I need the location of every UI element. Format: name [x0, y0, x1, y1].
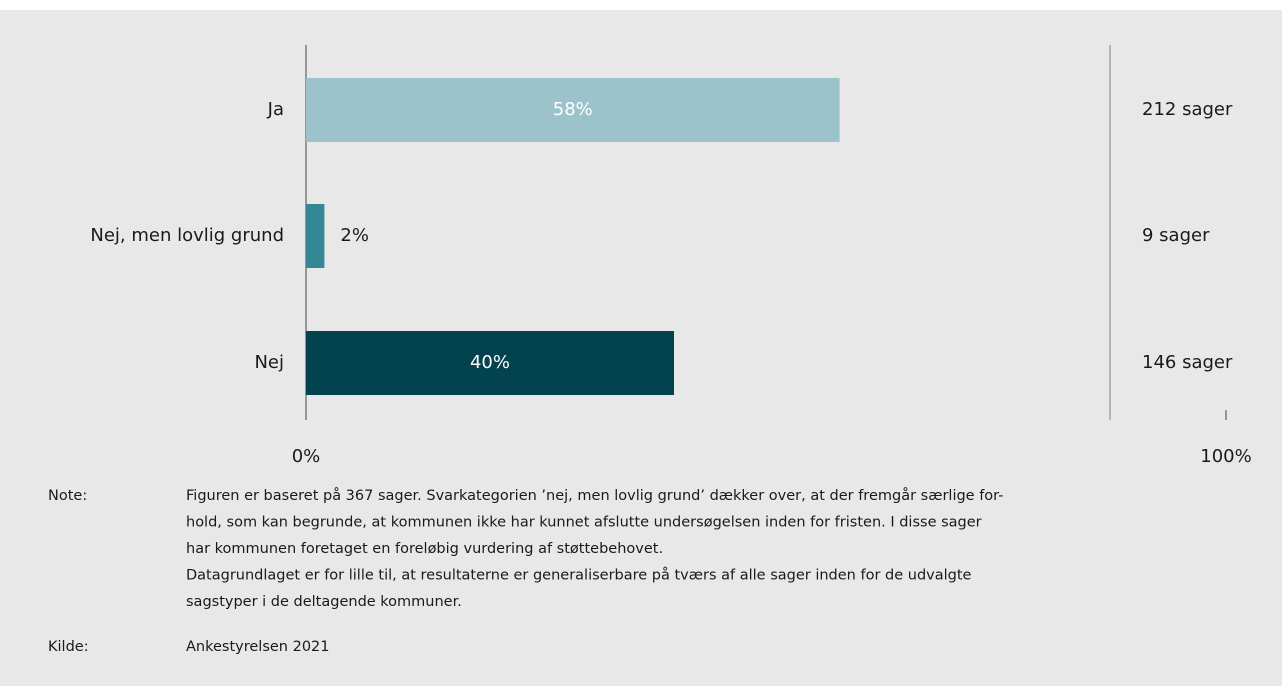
bar: [306, 204, 325, 268]
note-line: har kommunen foretaget en foreløbig vurd…: [186, 541, 663, 557]
x-tick-label: 100%: [1200, 446, 1251, 467]
value-label: 2%: [340, 225, 369, 246]
note-line: Datagrundlaget er for lille til, at resu…: [186, 567, 972, 584]
note-label: Note:: [48, 488, 87, 504]
note-line: sagstyper i de deltagende kommuner.: [186, 594, 462, 610]
bar: [306, 331, 674, 395]
source-label: Kilde:: [48, 639, 89, 655]
value-label: 58%: [553, 99, 593, 120]
bar: [306, 78, 840, 142]
source: Ankestyrelsen 2021: [186, 639, 330, 655]
note-line: hold, som kan begrunde, at kommunen ikke…: [186, 515, 982, 531]
count-label: 212 sager: [1142, 99, 1233, 120]
note-line: Figuren er baseret på 367 sager. Svarkat…: [186, 487, 1003, 504]
count-label: 9 sager: [1142, 225, 1210, 246]
count-label: 146 sager: [1142, 352, 1233, 373]
category-label: Ja: [267, 99, 284, 120]
x-tick-label: 0%: [292, 446, 321, 467]
value-label: 40%: [470, 352, 510, 373]
category-label: Nej, men lovlig grund: [90, 225, 284, 246]
category-label: Nej: [254, 352, 284, 373]
